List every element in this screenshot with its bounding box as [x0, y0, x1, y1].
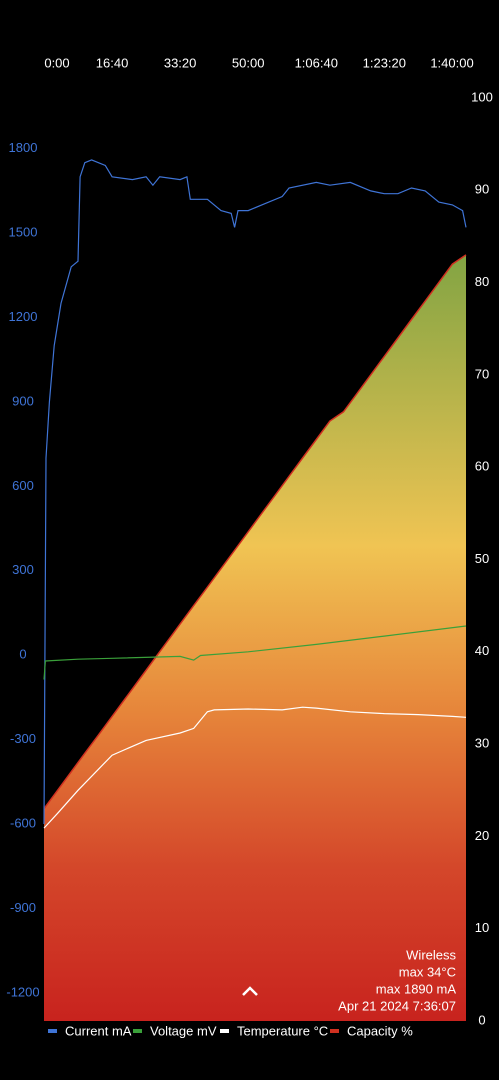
y2-tick-label: 40 [475, 643, 489, 658]
y-tick-label: 900 [12, 393, 34, 408]
annotation: Apr 21 2024 7:36:07 [338, 998, 456, 1013]
y-tick-label: 600 [12, 478, 34, 493]
annotation: max 1890 mA [376, 981, 457, 996]
y-tick-label: -1200 [6, 984, 39, 999]
legend-swatch [133, 1029, 142, 1033]
annotation: max 34°C [399, 964, 456, 979]
y-tick-label: 1500 [9, 225, 38, 240]
y-tick-label: 0 [19, 647, 26, 662]
y2-tick-label: 100 [471, 89, 493, 104]
series-line [43, 254, 467, 810]
y2-tick-label: 10 [475, 920, 489, 935]
y-tick-label: 300 [12, 562, 34, 577]
x-tick-label: 1:06:40 [295, 55, 338, 70]
x-tick-label: 50:00 [232, 55, 265, 70]
legend-label: Capacity % [347, 1023, 413, 1038]
y2-tick-label: 0 [478, 1012, 485, 1027]
legend-swatch [48, 1029, 57, 1033]
expand-icon[interactable] [242, 986, 258, 996]
y2-tick-label: 80 [475, 274, 489, 289]
legend-label: Voltage mV [150, 1023, 217, 1038]
series-line [43, 706, 467, 829]
x-tick-label: 16:40 [96, 55, 129, 70]
y-tick-label: -900 [10, 900, 36, 915]
annotation: Wireless [406, 947, 456, 962]
series-line [43, 625, 467, 680]
y2-tick-label: 70 [475, 366, 489, 381]
y2-tick-label: 50 [475, 551, 489, 566]
y2-tick-label: 30 [475, 736, 489, 751]
y2-tick-label: 90 [475, 182, 489, 197]
x-tick-label: 1:40:00 [430, 55, 473, 70]
legend-swatch [330, 1029, 339, 1033]
series-line [43, 159, 467, 825]
y-tick-label: -300 [10, 731, 36, 746]
capacity-area [44, 254, 466, 1021]
legend-label: Current mA [65, 1023, 132, 1038]
x-tick-label: 0:00 [44, 55, 69, 70]
legend-label: Temperature °C [237, 1023, 328, 1038]
y-tick-label: 1800 [9, 140, 38, 155]
y-tick-label: -600 [10, 815, 36, 830]
legend-swatch [220, 1029, 229, 1033]
x-tick-label: 33:20 [164, 55, 197, 70]
plot: 0:00 16:40 33:20 50:00 1:06:40 1:23:20 1:40:00… [6, 55, 492, 1038]
y2-tick-label: 20 [475, 828, 489, 843]
y-tick-label: 1200 [9, 309, 38, 324]
y2-tick-label: 60 [475, 459, 489, 474]
x-tick-label: 1:23:20 [363, 55, 406, 70]
